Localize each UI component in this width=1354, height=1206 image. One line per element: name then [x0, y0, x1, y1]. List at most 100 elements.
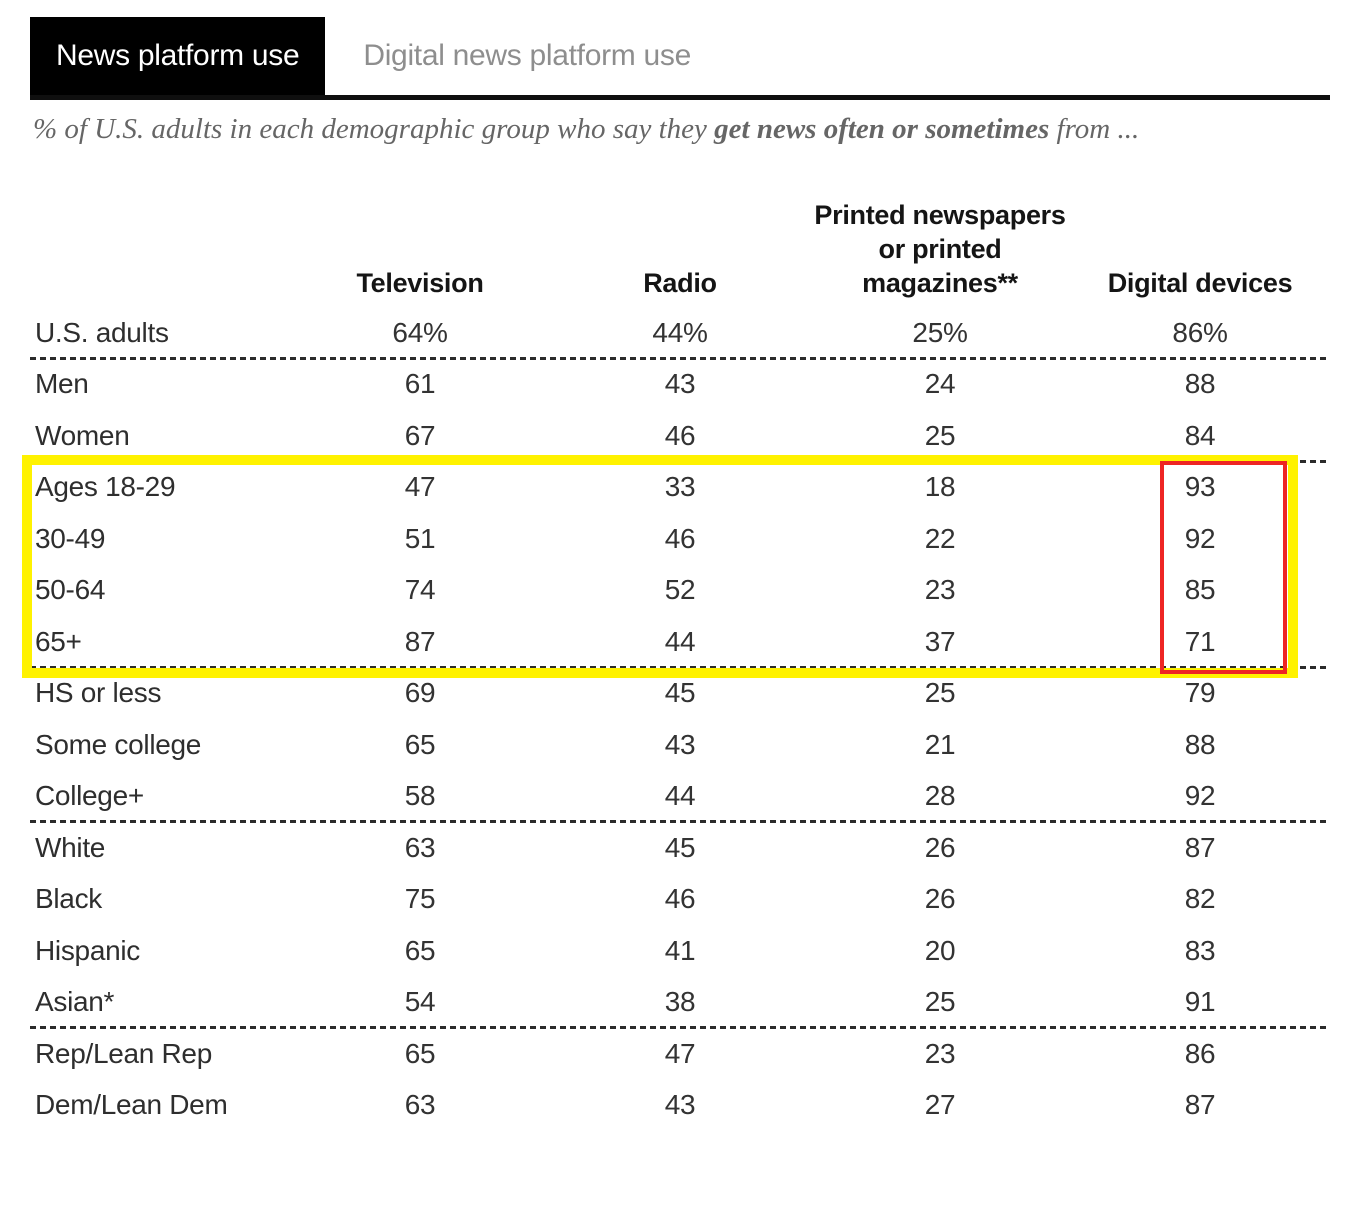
cell-value: 69 [404, 677, 436, 709]
table-row: White 63 45 26 87 [30, 822, 1330, 874]
table-row: Asian* 54 38 25 91 [30, 977, 1330, 1029]
cell-value: 23 [924, 1037, 956, 1069]
cell-value: 26 [924, 831, 956, 863]
row-label: Women [35, 419, 130, 451]
cell-value: 65 [404, 1037, 436, 1069]
column-header-line: Radio [643, 268, 717, 298]
row-label: College+ [35, 780, 144, 812]
cell-value: 65 [404, 934, 436, 966]
subtitle-bold-phrase: get news often or sometimes [714, 113, 1050, 145]
column-header-line: Television [356, 268, 484, 298]
cell-value: 86 [1184, 1037, 1216, 1069]
subtitle-suffix: from ... [1049, 113, 1140, 145]
cell-value: 63 [404, 1089, 436, 1121]
cell-value: 54 [404, 986, 436, 1018]
table-row: Some college 65 43 21 88 [30, 719, 1330, 771]
row-label: Black [35, 883, 102, 915]
row-label: Some college [35, 728, 202, 760]
table-row: College+ 58 44 28 92 [30, 771, 1330, 823]
dashed-separator [30, 665, 1330, 669]
cell-value: 25 [924, 677, 956, 709]
cell-value: 84 [1184, 419, 1216, 451]
cell-value: 79 [1184, 677, 1216, 709]
cell-value: 47 [404, 471, 436, 503]
cell-value: 92 [1184, 522, 1216, 554]
row-label: Men [35, 368, 89, 400]
cell-value: 87 [1184, 831, 1216, 863]
column-header: Television [290, 266, 550, 307]
cell-value: 18 [924, 471, 956, 503]
table-row: Rep/Lean Rep 65 47 23 86 [30, 1028, 1330, 1080]
dashed-separator [30, 459, 1330, 463]
cell-value: 61 [404, 368, 436, 400]
row-label: HS or less [35, 677, 162, 709]
cell-value: 26 [924, 883, 956, 915]
cell-value: 92 [1184, 780, 1216, 812]
cell-value: 46 [664, 522, 696, 554]
row-label: Rep/Lean Rep [35, 1037, 212, 1069]
row-label: 50-64 [35, 574, 106, 606]
subtitle-prefix: % of U.S. adults in each demographic gro… [33, 113, 715, 145]
cell-value: 33 [664, 471, 696, 503]
cell-value: 45 [664, 677, 696, 709]
table-row: 65+ 87 44 37 71 [30, 616, 1330, 668]
row-label: Dem/Lean Dem [35, 1089, 228, 1121]
table-row: Men 61 43 24 88 [30, 359, 1330, 411]
cell-value: 87 [1184, 1089, 1216, 1121]
table-row: Ages 18-29 47 33 18 93 [30, 462, 1330, 514]
cell-value: 20 [924, 934, 956, 966]
cell-value: 46 [664, 883, 696, 915]
cell-value: 82 [1184, 883, 1216, 915]
cell-value: 83 [1184, 934, 1216, 966]
column-header-line: or printed [878, 234, 1002, 264]
tab-news-platform-use[interactable]: News platform use [30, 17, 326, 95]
row-label: U.S. adults [35, 316, 169, 348]
dashed-separator [30, 1026, 1330, 1029]
cell-value: 85 [1184, 574, 1216, 606]
table-row: Women 67 46 25 84 [30, 410, 1330, 462]
row-label: Hispanic [35, 934, 140, 966]
cell-value: 22 [924, 522, 956, 554]
row-label: 30-49 [35, 522, 106, 554]
row-label: White [35, 831, 106, 863]
column-header-row: Television Radio Printed newspapers or prin… [30, 198, 1330, 306]
cell-value: 58 [404, 780, 436, 812]
table-row: 30-49 51 46 22 92 [30, 513, 1330, 565]
cell-value: 75 [404, 883, 436, 915]
cell-value: 91 [1184, 986, 1216, 1018]
cell-value: 45 [664, 831, 696, 863]
cell-value: 25 [924, 419, 956, 451]
row-label: Ages 18-29 [35, 471, 176, 503]
cell-value: 71 [1184, 625, 1216, 657]
cell-value: 27 [924, 1089, 956, 1121]
cell-value: 44 [664, 780, 696, 812]
dashed-separator [30, 356, 1330, 360]
cell-value: 88 [1184, 368, 1216, 400]
cell-value: 25% [912, 316, 968, 348]
row-label: 65+ [35, 625, 82, 657]
table-row: Dem/Lean Dem 63 43 27 87 [30, 1080, 1330, 1132]
cell-value: 65 [404, 728, 436, 760]
column-header-line: Digital devices [1107, 268, 1293, 298]
cell-value: 88 [1184, 728, 1216, 760]
cell-value: 21 [924, 728, 956, 760]
tab-digital-news-platform-use[interactable]: Digital news platform use [363, 39, 691, 72]
cell-value: 41 [664, 934, 696, 966]
cell-value: 37 [924, 625, 956, 657]
row-label: Asian* [35, 986, 115, 1018]
cell-value: 44 [664, 625, 696, 657]
cell-value: 43 [664, 1089, 696, 1121]
table-row: Black 75 46 26 82 [30, 874, 1330, 926]
cell-value: 87 [404, 625, 436, 657]
cell-value: 43 [664, 368, 696, 400]
cell-value: 47 [664, 1037, 696, 1069]
cell-value: 43 [664, 728, 696, 760]
cell-value: 38 [664, 986, 696, 1018]
column-header: Digital devices [1070, 266, 1330, 307]
tab-bar: News platform use Digital news platform … [30, 17, 1330, 100]
table-subtitle: % of U.S. adults in each demographic gro… [33, 113, 1343, 146]
cell-value: 46 [664, 419, 696, 451]
table-row: U.S. adults 64% 44% 25% 86% [30, 307, 1330, 359]
cell-value: 28 [924, 780, 956, 812]
cell-value: 25 [924, 986, 956, 1018]
